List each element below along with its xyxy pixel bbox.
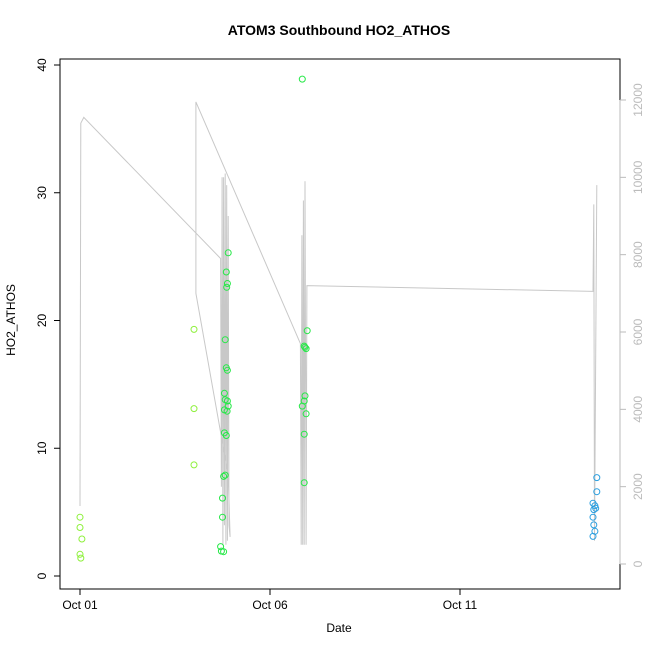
line-layer (79, 101, 598, 545)
points-layer (76, 75, 601, 562)
scatter-point (219, 494, 226, 502)
y-tick-label: 40 (35, 58, 49, 72)
scatter-point (220, 472, 228, 480)
y2-tick-label: 0 (631, 560, 645, 567)
scatter-point (190, 461, 198, 469)
scatter-point (223, 280, 231, 287)
scatter-point (222, 268, 230, 276)
scatter-point (302, 345, 310, 353)
scatter-point (300, 397, 308, 405)
scatter-point (223, 283, 231, 291)
x-tick-label: Oct 11 (443, 598, 478, 612)
scatter-point (219, 513, 226, 521)
scatter-point (76, 513, 84, 521)
y2-tick-label: 2000 (631, 473, 645, 500)
x-axis-label: Date (326, 621, 352, 635)
scatter-point (302, 410, 310, 418)
scatter-point (223, 397, 231, 405)
scatter-point (590, 506, 598, 514)
scatter-point (593, 474, 601, 482)
scatter-point (76, 550, 84, 558)
scatter-point (217, 543, 225, 551)
scatter-point (224, 249, 232, 257)
scatter-point (303, 327, 311, 335)
y-axis-label: HO2_ATHOS (4, 284, 18, 356)
y-tick-label: 20 (35, 314, 49, 328)
scatter-point (223, 407, 231, 415)
plot-frame (59, 58, 621, 590)
scatter-point (222, 432, 230, 439)
scatter-point (300, 430, 308, 438)
scatter-point (78, 535, 86, 543)
y-tick-label: 10 (35, 441, 49, 455)
scatter-point (221, 336, 229, 344)
scatter-point (301, 392, 309, 400)
x-tick-label: Oct 01 (62, 598, 98, 612)
scatter-point (220, 548, 228, 556)
scatter-point (589, 532, 597, 540)
scatter-point (301, 343, 309, 351)
y2-tick-label: 10000 (631, 160, 645, 194)
y-tick-label: 0 (35, 572, 49, 579)
scatter-point (589, 513, 597, 521)
y2-tick-label: 6000 (631, 318, 645, 345)
chart-title: ATOM3 Southbound HO2_ATHOS (228, 22, 450, 38)
y-axis: 0 10 20 30 40 (35, 58, 60, 579)
scatter-point (221, 471, 229, 479)
scatter-point (300, 479, 308, 487)
scatter-point (190, 325, 198, 333)
scatter-point (76, 524, 84, 531)
y2-tick-label: 4000 (631, 396, 645, 423)
scatter-point (190, 405, 198, 413)
x-tick-label: Oct 06 (252, 598, 288, 612)
scatter-point (298, 75, 306, 83)
y2-tick-label: 12000 (631, 83, 645, 117)
y2-axis: 0 2000 4000 6000 8000 10000 12000 (619, 83, 645, 567)
scatter-point (224, 402, 232, 410)
x-axis: Oct 01 Oct 06 Oct 11 (62, 589, 478, 612)
y-tick-label: 30 (35, 186, 49, 200)
scatter-point (590, 521, 598, 529)
scatter-point (593, 488, 601, 496)
y2-tick-label: 8000 (631, 241, 645, 268)
scatter-point (223, 366, 231, 374)
scatter-point (77, 554, 85, 562)
scatter-point (591, 502, 599, 510)
secondary-series-line (79, 101, 598, 545)
